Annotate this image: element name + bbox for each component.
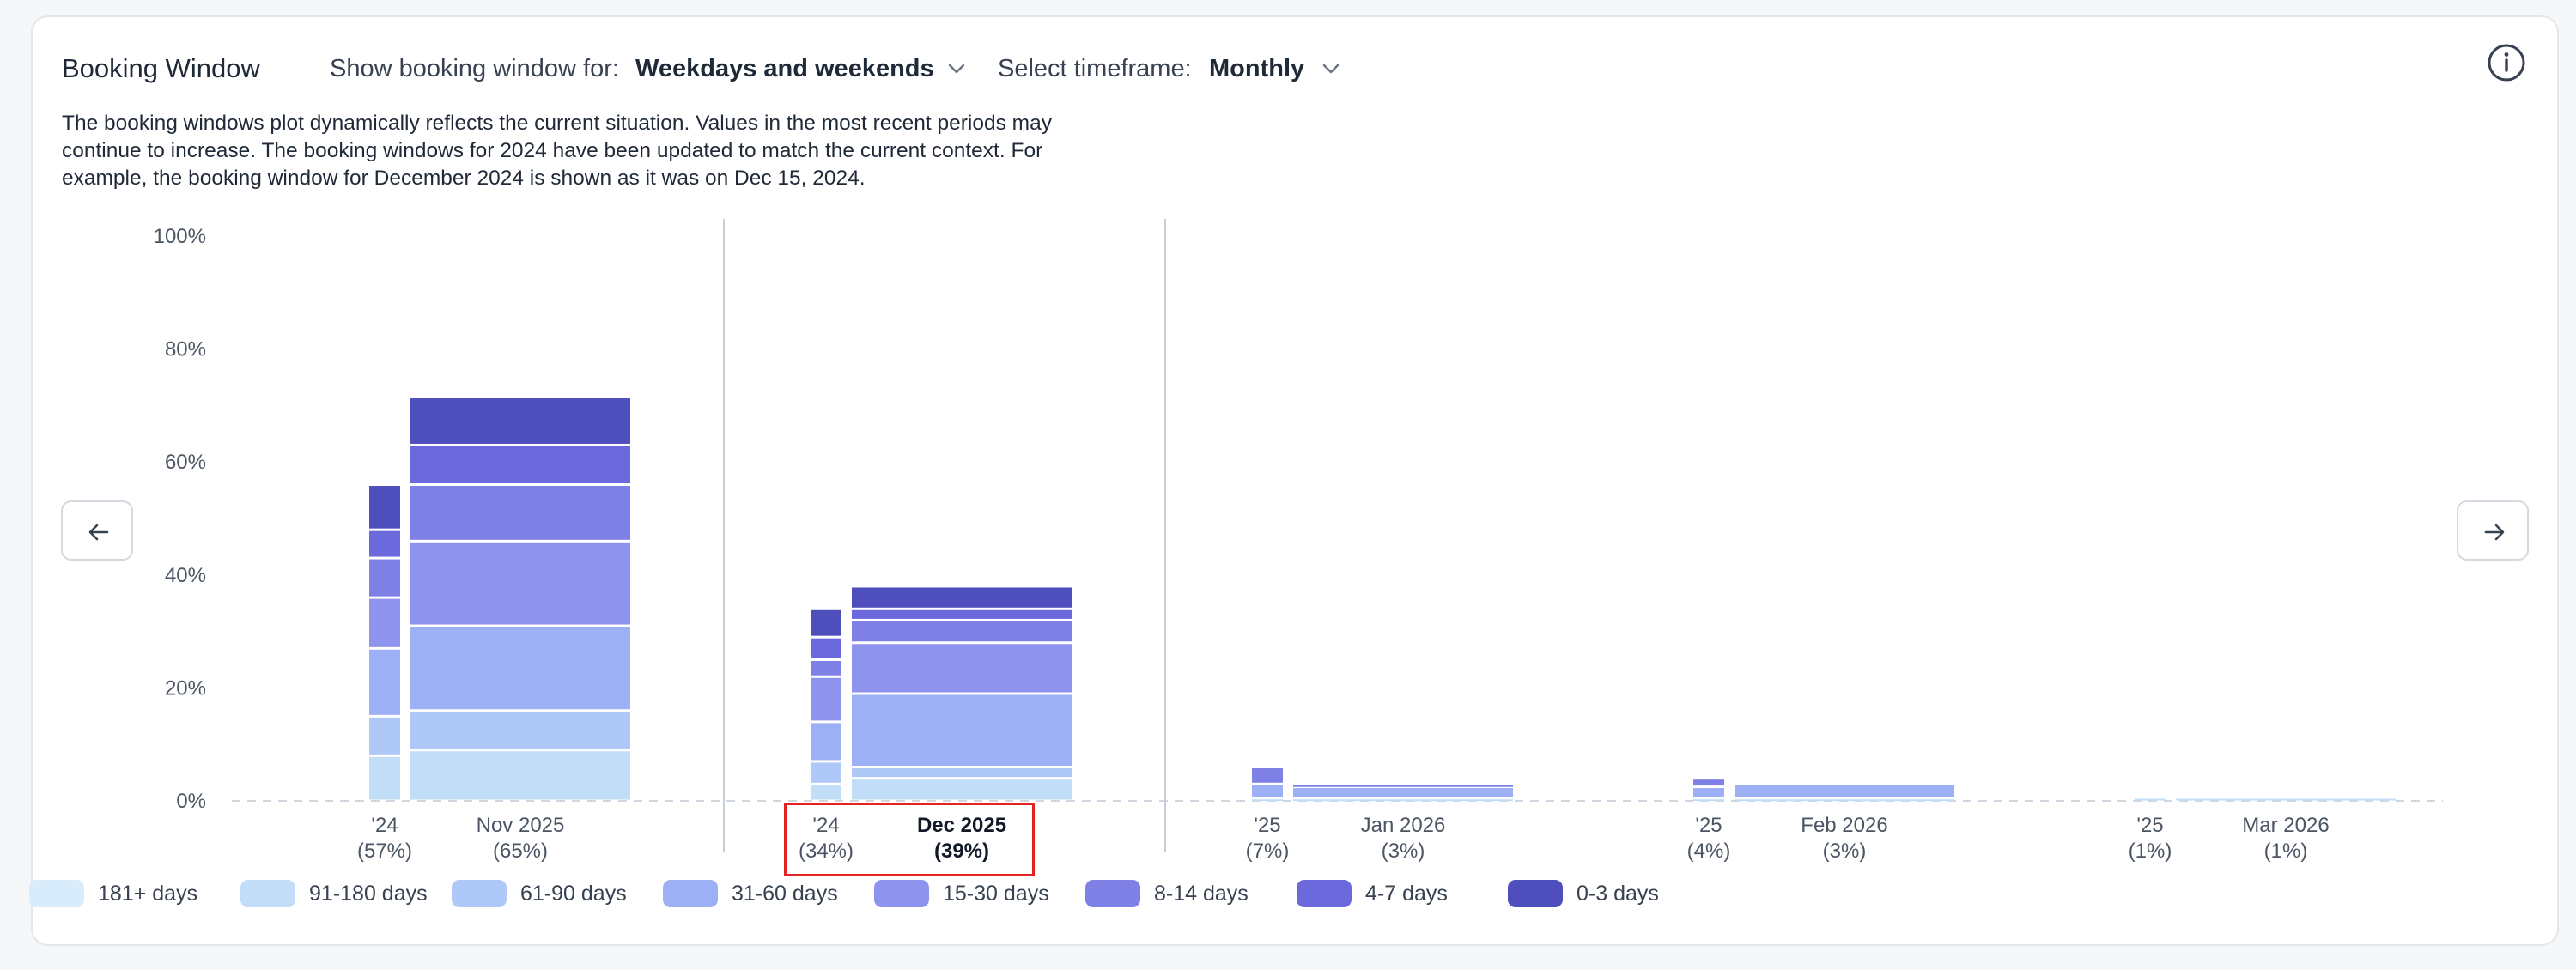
current-bar-segment (410, 446, 630, 484)
prev-year-total-label: (1%) (2129, 840, 2172, 863)
prev-year-label: '25 (1254, 814, 1280, 837)
current-bar-segment (852, 694, 1072, 767)
chevron-down-icon[interactable] (943, 55, 970, 82)
prev-year-bar-segment (811, 723, 841, 761)
current-bar-segment (410, 486, 630, 540)
prev-year-bar-segment (811, 638, 841, 658)
current-bar-segment (852, 768, 1072, 778)
timeframe-dropdown[interactable]: Monthly (1209, 55, 1305, 82)
prev-year-bar-segment (1252, 768, 1283, 783)
legend-label: 8-14 days (1154, 882, 1249, 906)
legend-label: 181+ days (98, 882, 198, 906)
prev-year-label: '25 (1695, 814, 1722, 837)
legend-label: 91-180 days (309, 882, 428, 906)
current-bar-segment (1293, 785, 1513, 787)
prev-year-bar-segment (369, 530, 400, 557)
y-tick-label: 100% (154, 225, 206, 248)
prev-year-bar-segment (369, 486, 400, 529)
prev-year-bar-segment (2135, 798, 2166, 801)
current-bar-segment (410, 398, 630, 444)
prev-year-label: '25 (2136, 814, 2163, 837)
prev-year-total-label: (4%) (1687, 840, 1731, 863)
legend-label: 0-3 days (1577, 882, 1659, 906)
current-bar-segment (410, 542, 630, 625)
current-bar-segment (410, 712, 630, 749)
arrow-left-icon (88, 524, 109, 541)
legend-label: 15-30 days (943, 882, 1049, 906)
month-total-label: (3%) (1823, 840, 1867, 863)
prev-year-bar-segment (369, 756, 400, 800)
prev-year-bar-segment (369, 559, 400, 597)
current-bar-segment (1293, 788, 1513, 797)
month-label: Nov 2025 (477, 814, 565, 837)
current-bar-segment (2176, 798, 2396, 801)
prev-year-bar-segment (1693, 779, 1724, 786)
month-total-label: (65%) (493, 840, 548, 863)
chart-description: The booking windows plot dynamically ref… (62, 112, 1052, 190)
current-bar-segment (1735, 799, 1954, 802)
legend-swatch (1085, 880, 1140, 907)
prev-year-label: '24 (371, 814, 398, 837)
legend-label: 4-7 days (1365, 882, 1448, 906)
arrow-right-icon (2484, 524, 2505, 541)
current-bar-segment (852, 644, 1072, 693)
month-total-label: (1%) (2264, 840, 2308, 863)
highlighted-period-box (784, 803, 1035, 876)
prev-year-total-label: (7%) (1246, 840, 1290, 863)
current-bar-segment (852, 587, 1072, 608)
current-bar-segment (410, 627, 630, 710)
card-title: Booking Window (62, 53, 260, 83)
info-icon[interactable] (2485, 41, 2528, 84)
legend-swatch (29, 880, 84, 907)
prev-year-bar-segment (369, 598, 400, 647)
legend-label: 61-90 days (520, 882, 627, 906)
legend-swatch (1508, 880, 1563, 907)
prev-year-bar-segment (811, 661, 841, 676)
chevron-down-icon[interactable] (1317, 55, 1345, 82)
prev-year-bar-segment (1252, 785, 1283, 797)
legend-swatch (1297, 880, 1352, 907)
current-bar-segment (852, 621, 1072, 642)
month-label: Dec 2025 (917, 814, 1006, 837)
timeframe-label: Select timeframe: (998, 55, 1192, 82)
prev-year-bar-segment (369, 717, 400, 755)
prev-year-bar-segment (811, 762, 841, 783)
prev-year-bar-segment (1693, 788, 1724, 797)
prev-period-button[interactable] (61, 500, 133, 561)
current-bar-segment (1293, 799, 1513, 802)
legend-swatch (663, 880, 718, 907)
y-tick-label: 20% (165, 676, 206, 700)
legend-swatch (452, 880, 507, 907)
legend-label: 31-60 days (732, 882, 838, 906)
y-tick-label: 60% (165, 451, 206, 474)
legend-swatch (874, 880, 929, 907)
prev-year-bar-segment (811, 609, 841, 636)
month-label: Jan 2026 (1361, 814, 1446, 837)
y-tick-label: 0% (176, 790, 206, 813)
show-for-dropdown[interactable]: Weekdays and weekends (635, 55, 934, 82)
prev-year-total-label: (34%) (799, 840, 854, 863)
month-label: Mar 2026 (2242, 814, 2329, 837)
prev-year-label: '24 (812, 814, 839, 837)
legend-swatch (240, 880, 295, 907)
month-total-label: (39%) (934, 840, 989, 863)
prev-year-bar-segment (369, 649, 400, 715)
show-for-label: Show booking window for: (330, 55, 619, 82)
month-label: Feb 2026 (1801, 814, 1887, 837)
y-tick-label: 40% (165, 564, 206, 587)
prev-year-total-label: (57%) (357, 840, 412, 863)
next-period-button[interactable] (2457, 500, 2529, 561)
prev-year-bar-segment (811, 677, 841, 721)
y-tick-label: 80% (165, 338, 206, 361)
current-bar-segment (852, 609, 1072, 619)
current-bar-segment (410, 751, 630, 800)
prev-year-bar-segment (1693, 799, 1724, 802)
current-bar-segment (1735, 785, 1954, 797)
month-total-label: (3%) (1382, 840, 1425, 863)
prev-year-bar-segment (811, 785, 841, 800)
current-bar-segment (852, 779, 1072, 800)
prev-year-bar-segment (1252, 799, 1283, 802)
